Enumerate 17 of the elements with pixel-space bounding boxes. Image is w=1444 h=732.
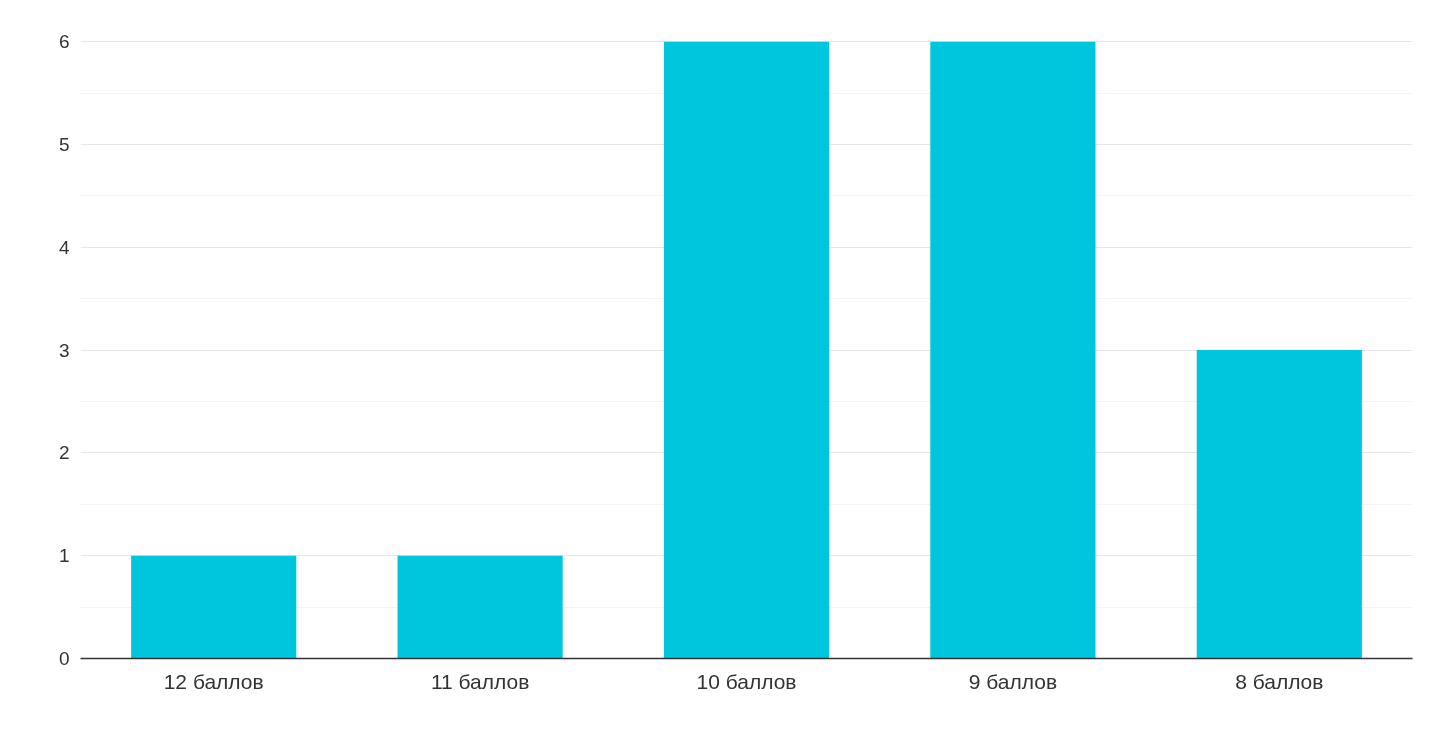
x-tick-label: 8 баллов [1235,669,1324,693]
y-tick-label: 0 [58,648,70,669]
x-tick-label: 10 баллов [696,669,797,693]
y-tick-label: 3 [58,339,70,361]
bar [663,41,830,659]
y-tick-label: 2 [58,442,70,464]
y-tick-label: 5 [58,134,70,156]
bar [930,41,1096,659]
y-tick-label: 6 [58,31,70,53]
x-tick-label: 11 баллов [430,669,530,693]
bar [131,555,297,659]
y-tick-label: 4 [58,236,70,258]
x-tick-label: 12 баллов [163,669,264,693]
y-tick-label: 1 [58,545,70,567]
bar [1196,350,1362,659]
x-tick-label: 9 баллов [968,669,1058,693]
bar [397,555,563,659]
